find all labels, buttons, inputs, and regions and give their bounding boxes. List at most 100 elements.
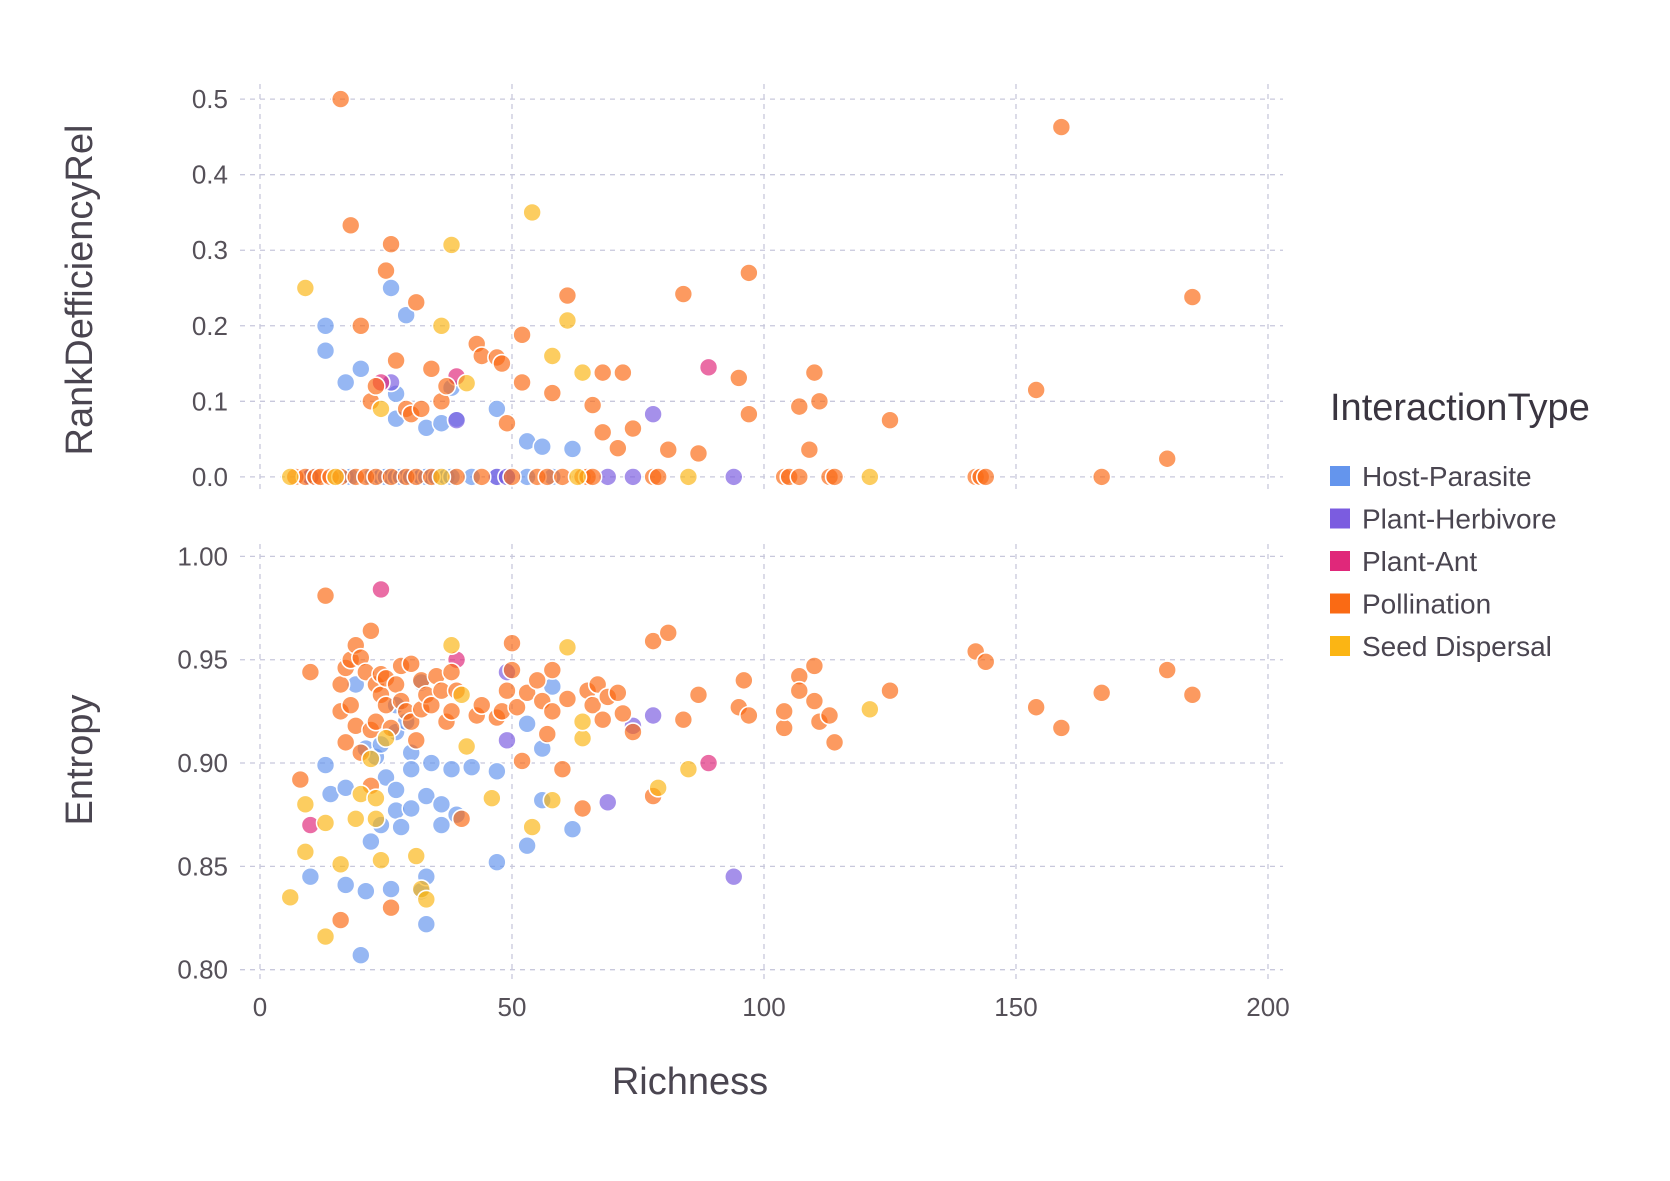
data-point bbox=[542, 701, 563, 722]
data-point bbox=[431, 815, 452, 835]
data-point bbox=[597, 792, 618, 813]
data-point bbox=[497, 680, 517, 701]
data-point bbox=[441, 235, 462, 255]
legend-label: Plant-Herbivore bbox=[1362, 504, 1557, 535]
data-point bbox=[517, 835, 537, 856]
data-point bbox=[739, 263, 759, 283]
data-point bbox=[456, 373, 477, 394]
data-point bbox=[461, 757, 482, 777]
x-tick-label: 150 bbox=[994, 992, 1037, 1022]
data-point bbox=[340, 695, 361, 715]
data-point bbox=[371, 399, 391, 419]
data-point bbox=[487, 761, 507, 782]
data-point bbox=[512, 372, 532, 393]
data-point bbox=[416, 889, 437, 910]
data-point bbox=[562, 819, 583, 839]
data-point bbox=[975, 467, 996, 487]
data-point bbox=[315, 926, 336, 947]
data-point bbox=[325, 467, 346, 487]
data-point bbox=[345, 809, 366, 829]
data-point bbox=[1051, 718, 1072, 738]
data-point bbox=[522, 202, 542, 223]
data-point bbox=[698, 357, 719, 378]
data-point bbox=[613, 362, 633, 383]
data-point bbox=[512, 325, 532, 345]
data-point bbox=[557, 310, 578, 331]
y-tick-label: 0.1 bbox=[192, 386, 228, 416]
data-point bbox=[658, 623, 679, 643]
data-point bbox=[774, 701, 794, 722]
data-point bbox=[623, 467, 643, 487]
data-point bbox=[739, 404, 759, 424]
data-point bbox=[678, 467, 699, 487]
data-point bbox=[527, 670, 548, 691]
data-point bbox=[401, 759, 422, 780]
data-point bbox=[381, 897, 401, 918]
data-point bbox=[734, 670, 754, 691]
x-tick-label: 0 bbox=[253, 992, 267, 1022]
legend-swatch bbox=[1330, 636, 1350, 656]
data-point bbox=[774, 718, 794, 738]
data-point bbox=[436, 376, 457, 397]
y-tick-label: 0.2 bbox=[192, 311, 228, 341]
data-point bbox=[315, 585, 336, 606]
data-point bbox=[411, 399, 432, 419]
data-point bbox=[315, 340, 336, 361]
data-point bbox=[613, 703, 633, 724]
data-point bbox=[572, 711, 593, 732]
data-point bbox=[1091, 682, 1112, 703]
data-point bbox=[542, 660, 563, 680]
data-point bbox=[1182, 287, 1203, 307]
bottom-panel: 0.80 0.85 0.90 0.95 1.00 0 50 100 150 200 bbox=[177, 541, 1289, 1022]
data-point bbox=[335, 732, 356, 753]
y-tick-label: 0.0 bbox=[192, 462, 228, 492]
data-point bbox=[1026, 697, 1046, 718]
y-tick-label: 0.4 bbox=[192, 160, 228, 190]
data-point bbox=[789, 396, 810, 417]
data-point bbox=[643, 705, 663, 726]
data-point bbox=[421, 753, 442, 773]
data-point bbox=[592, 422, 613, 443]
data-point bbox=[542, 383, 563, 403]
data-point bbox=[557, 689, 578, 709]
x-tick-label: 50 bbox=[498, 992, 527, 1022]
data-point bbox=[582, 395, 603, 415]
series-pollination bbox=[290, 585, 1203, 930]
data-point bbox=[295, 278, 316, 298]
data-point bbox=[381, 278, 401, 298]
data-point bbox=[880, 680, 900, 701]
data-point bbox=[431, 315, 452, 336]
data-point bbox=[361, 620, 381, 641]
data-point bbox=[572, 798, 593, 819]
data-point bbox=[658, 439, 679, 460]
data-point bbox=[366, 788, 386, 808]
data-point bbox=[1157, 448, 1177, 469]
data-point bbox=[386, 350, 406, 371]
data-point bbox=[441, 635, 462, 656]
data-point bbox=[330, 910, 351, 930]
data-point bbox=[557, 285, 578, 306]
y-tick-label: 1.00 bbox=[177, 541, 228, 571]
data-point bbox=[487, 399, 507, 419]
data-point bbox=[799, 439, 820, 460]
data-point bbox=[542, 790, 563, 811]
data-point bbox=[824, 467, 845, 487]
data-point bbox=[804, 691, 825, 711]
data-point bbox=[446, 410, 467, 431]
data-point bbox=[557, 637, 578, 658]
data-point bbox=[356, 881, 376, 901]
data-point bbox=[860, 699, 880, 720]
data-point bbox=[648, 467, 668, 487]
data-point bbox=[280, 887, 301, 908]
y-tick-label: 0.95 bbox=[177, 645, 228, 675]
data-point bbox=[502, 467, 522, 487]
series-seed-dispersal bbox=[280, 635, 880, 947]
data-point bbox=[421, 359, 442, 379]
data-point bbox=[391, 817, 411, 837]
data-point bbox=[340, 215, 361, 236]
y-tick-label: 0.85 bbox=[177, 851, 228, 881]
data-point bbox=[487, 852, 507, 873]
data-point bbox=[386, 780, 406, 800]
data-point bbox=[522, 817, 542, 837]
data-point bbox=[739, 705, 759, 726]
